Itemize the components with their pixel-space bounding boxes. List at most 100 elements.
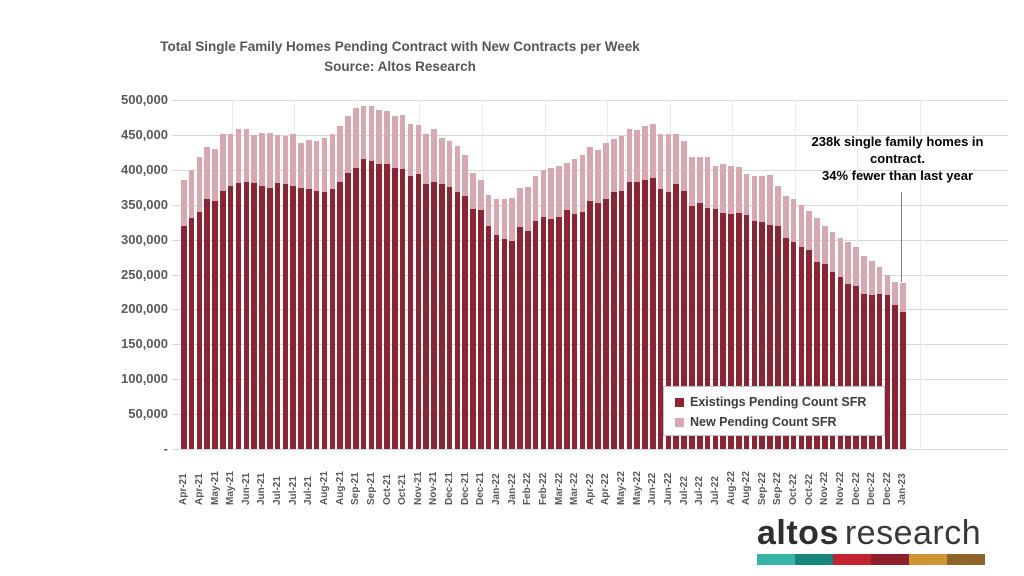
bar-week-78 [790, 199, 797, 449]
new-pending-segment [634, 130, 640, 183]
existing-pending-segment [696, 203, 703, 449]
x-tick-label-text: Dec-22 [850, 472, 862, 505]
y-tick-label: - [163, 441, 168, 456]
x-tick-label: Aug-22 [723, 451, 739, 505]
bar-week-62 [665, 134, 672, 449]
x-tick-label-text: Aug-22 [741, 471, 753, 505]
existing-pending-segment [767, 224, 773, 449]
bar-week-6 [227, 133, 234, 449]
bar-week-14 [290, 134, 297, 449]
bar-week-77 [782, 195, 789, 449]
bar-week-86 [853, 246, 859, 449]
bar-week-79 [798, 204, 805, 449]
new-pending-segment [868, 260, 875, 296]
x-tick-label-text: Sep-22 [772, 472, 784, 505]
bar-week-84 [837, 237, 844, 449]
bar-week-87 [861, 255, 867, 449]
x-tick-label: Nov-22 [832, 451, 848, 505]
x-tick-label-text: Apr-22 [600, 473, 612, 505]
x-tick-label: Oct-22 [801, 451, 817, 505]
existing-pending-segment [665, 192, 672, 449]
existing-pending-segment [681, 190, 687, 449]
existing-pending-segment [204, 199, 211, 449]
existing-pending-segment [517, 227, 523, 449]
x-tick-label: Sep-21 [363, 451, 379, 505]
new-pending-segment [282, 135, 289, 185]
x-tick-label: Oct-21 [379, 451, 395, 505]
bar-week-58 [634, 130, 640, 449]
bar-week-47 [548, 167, 554, 449]
x-tick-label: Apr-22 [598, 451, 614, 505]
x-tick-label-text: Jan-22 [506, 473, 518, 505]
bar-week-67 [704, 157, 711, 449]
bar-week-8 [243, 129, 250, 449]
new-pending-segment [595, 149, 601, 203]
new-pending-segment [712, 165, 719, 209]
existing-pending-segment [853, 285, 859, 449]
new-pending-segment [321, 137, 328, 193]
bar-week-48 [556, 165, 562, 449]
x-tick-label: Feb-22 [520, 451, 536, 505]
new-pending-segment [524, 186, 531, 231]
x-tick-label: May-21 [207, 451, 223, 505]
y-tick-label: 350,000 [121, 196, 168, 212]
bar-week-16 [306, 139, 312, 449]
x-tick-label: Aug-21 [332, 451, 348, 505]
legend-label-new: New Pending Count SFR [690, 415, 837, 429]
new-pending-segment [274, 134, 281, 184]
existing-pending-segment [884, 295, 891, 449]
new-pending-segment [220, 134, 226, 191]
new-pending-segment [532, 176, 539, 222]
bar-week-9 [251, 134, 257, 449]
x-tick-label-text: May-22 [616, 471, 628, 505]
existing-pending-segment [415, 174, 422, 449]
new-pending-segment [259, 132, 265, 186]
x-tick-label-text: Mar-22 [569, 472, 581, 505]
bar-week-42 [509, 197, 515, 449]
bar-week-51 [579, 155, 586, 449]
chart-title: Total Single Family Homes Pending Contra… [0, 37, 800, 77]
new-pending-segment [266, 132, 273, 188]
existing-pending-segment [212, 200, 218, 449]
y-tick-label: 400,000 [121, 161, 168, 177]
existing-pending-segment [501, 238, 508, 449]
existing-pending-segment [634, 182, 640, 449]
bar-week-11 [266, 132, 273, 449]
bar-week-80 [806, 211, 812, 449]
new-pending-segment [665, 134, 672, 193]
new-pending-segment [337, 125, 343, 183]
new-pending-segment [618, 135, 625, 192]
x-tick-label: Jul-22 [676, 451, 692, 505]
legend: Existings Pending Count SFR New Pending … [663, 386, 885, 436]
x-tick-label-text: Feb-22 [522, 472, 534, 505]
new-pending-segment [431, 129, 437, 182]
x-tick-label: Oct-21 [395, 451, 411, 505]
x-tick-label-text: Dec-22 [881, 472, 893, 505]
bar-week-91 [892, 282, 898, 449]
x-tick-label: Feb-22 [535, 451, 551, 505]
bar-week-19 [329, 133, 336, 449]
x-tick-label: Dec-22 [848, 451, 864, 505]
existing-pending-segment [759, 222, 766, 449]
x-tick-label-text: Oct-22 [788, 473, 800, 505]
logo-text: altos research [757, 516, 989, 550]
x-tick-label-text: Jul-21 [303, 476, 315, 505]
new-pending-segment [407, 124, 414, 177]
x-tick-label-text: Jun-22 [647, 472, 659, 505]
x-tick-label: Dec-22 [864, 451, 880, 505]
x-tick-label: Jul-22 [692, 451, 708, 505]
bar-week-25 [376, 109, 383, 449]
bar-week-50 [571, 159, 578, 449]
x-tick-label-text: Apr-21 [178, 473, 190, 505]
bar-week-63 [673, 133, 680, 449]
x-tick-label-text: Aug-21 [319, 471, 330, 505]
new-pending-segment [884, 275, 891, 296]
x-tick-label: May-22 [629, 451, 645, 505]
x-tick-label: Sep-21 [348, 451, 364, 505]
bar-week-49 [564, 162, 570, 449]
new-pending-segment [806, 211, 812, 251]
new-pending-segment [650, 124, 656, 179]
existing-pending-segment [892, 305, 898, 449]
x-tick-label: Jul-21 [270, 451, 286, 505]
existing-pending-segment [736, 213, 742, 449]
